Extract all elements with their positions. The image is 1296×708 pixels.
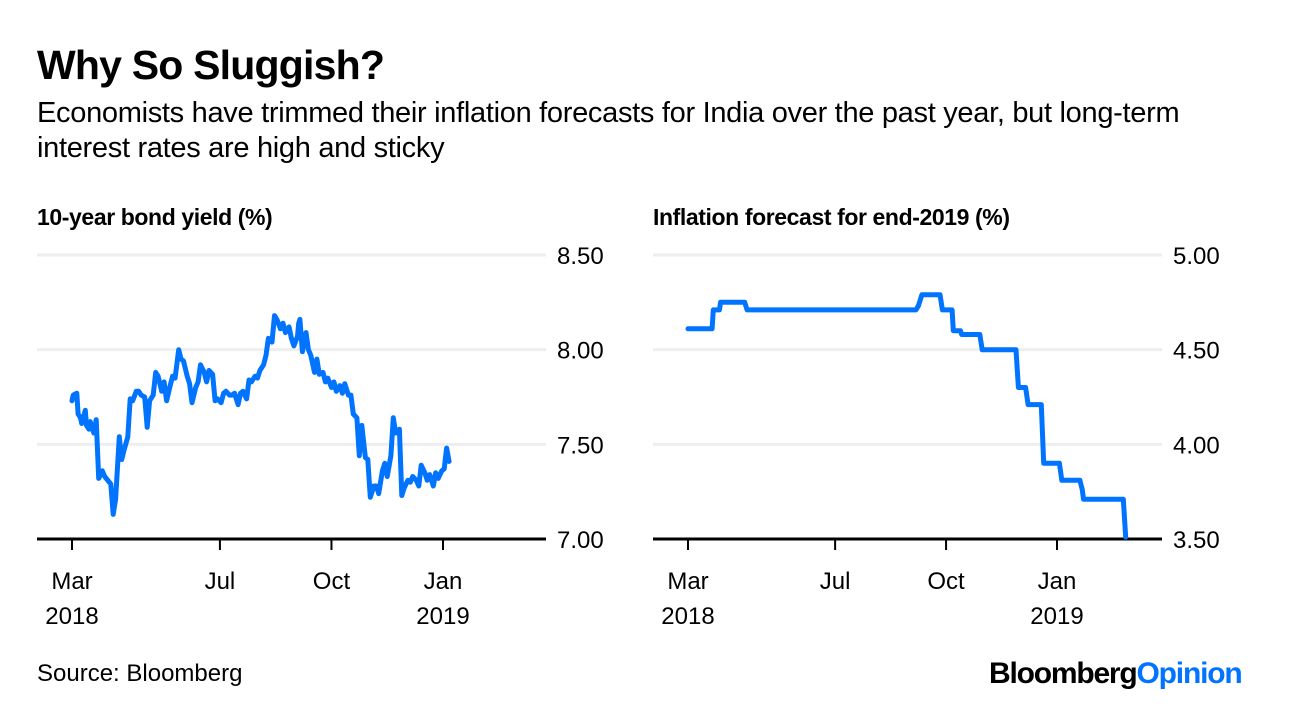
bond-yield-ytick-label: 8.50 bbox=[557, 243, 604, 270]
bond-yield-xtick-label: Oct bbox=[313, 568, 351, 595]
bond-yield-ytick-label: 8.00 bbox=[557, 338, 604, 365]
bond-yield-xtick-label: Mar bbox=[51, 568, 92, 595]
inflation-forecast-chart-title: Inflation forecast for end-2019 (%) bbox=[653, 204, 1010, 230]
bond-yield-chart-title: 10-year bond yield (%) bbox=[37, 204, 273, 230]
logo-bloomberg: Bloomberg bbox=[989, 657, 1138, 690]
inflation-forecast-xtick-label: Oct bbox=[927, 568, 965, 595]
inflation-forecast-xtick-label: Mar bbox=[667, 568, 708, 595]
bond-yield-ytick-label: 7.00 bbox=[557, 527, 604, 554]
bond-yield-xtick-year-label: 2018 bbox=[45, 603, 98, 630]
inflation-forecast-series-line bbox=[685, 292, 1129, 540]
bond-yield-xtick-label: Jul bbox=[205, 568, 236, 595]
inflation-forecast-ytick-label: 3.50 bbox=[1173, 527, 1220, 554]
source-note: Source: Bloomberg bbox=[37, 660, 243, 687]
bond-yield-series-line bbox=[69, 313, 452, 517]
inflation-forecast-xtick-label: Jul bbox=[820, 568, 851, 595]
bond-yield-xtick-year-label: 2019 bbox=[416, 603, 469, 630]
inflation-forecast-xtick-label: Jan bbox=[1038, 568, 1077, 595]
page-subtitle: Economists have trimmed their inflation … bbox=[37, 97, 1180, 164]
bond-yield-xtick-label: Jan bbox=[424, 568, 463, 595]
inflation-forecast-ytick-label: 4.50 bbox=[1173, 338, 1220, 365]
logo-opinion: Opinion bbox=[1136, 657, 1243, 690]
inflation-forecast-ytick-label: 4.00 bbox=[1173, 432, 1220, 459]
inflation-forecast-ytick-label: 5.00 bbox=[1173, 243, 1220, 270]
inflation-forecast-xtick-year-label: 2019 bbox=[1030, 603, 1083, 630]
bloomberg-opinion-logo: BloombergOpinion bbox=[989, 657, 1243, 691]
page-title: Why So Sluggish? bbox=[37, 42, 385, 88]
bond-yield-ytick-label: 7.50 bbox=[557, 432, 604, 459]
inflation-forecast-xtick-year-label: 2018 bbox=[661, 603, 714, 630]
